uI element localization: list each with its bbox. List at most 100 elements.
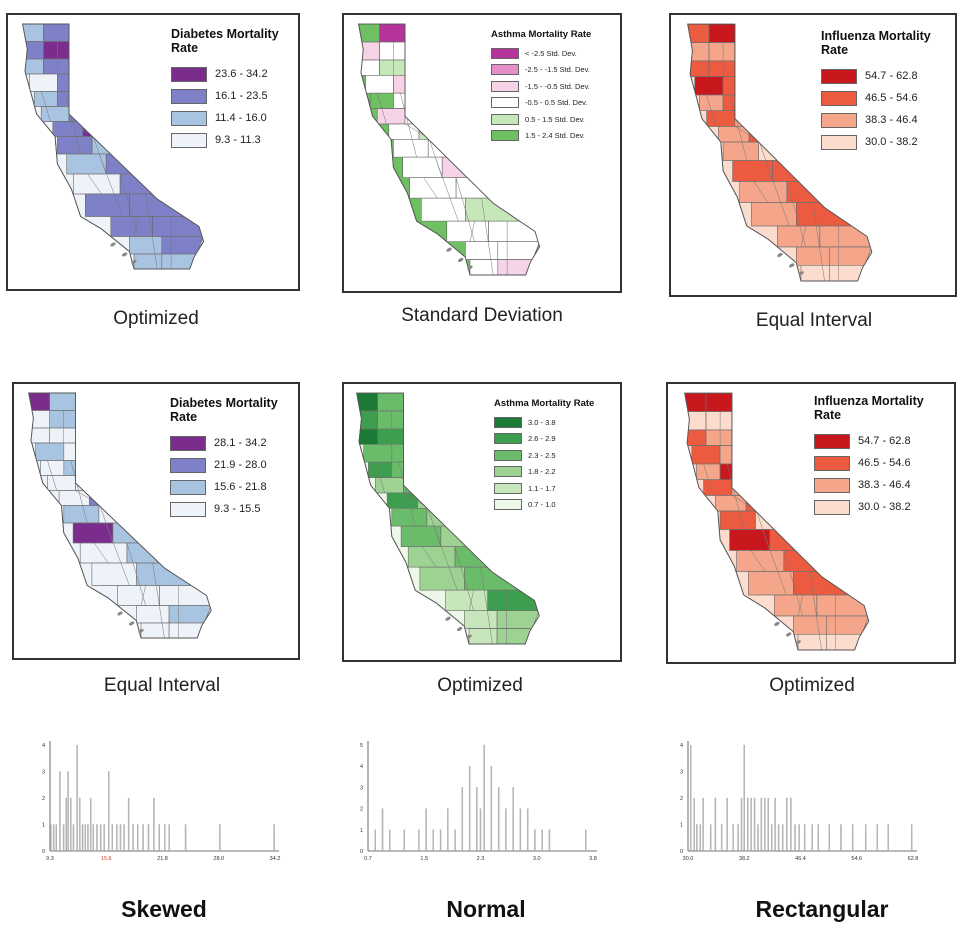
histogram-bar — [374, 829, 376, 852]
legend-item: 1.5 - 2.4 Std. Dev. — [491, 128, 591, 145]
legend-label: -1.5 - -0.5 Std. Dev. — [525, 81, 590, 91]
legend-swatch — [821, 134, 857, 150]
county-region — [29, 73, 58, 92]
legend-swatch — [170, 501, 206, 517]
legend-label: 1.8 - 2.2 — [528, 467, 556, 477]
county-region — [417, 492, 461, 509]
legend-item: 28.1 - 34.2 — [170, 432, 294, 454]
histogram-bar — [714, 797, 717, 852]
california-map — [687, 23, 873, 282]
county-region — [446, 220, 489, 242]
county-region — [783, 550, 834, 572]
y-tick-label: 1 — [360, 828, 363, 834]
legend-swatch — [814, 477, 850, 493]
county-region — [745, 495, 790, 512]
histogram-bar — [534, 829, 536, 852]
histogram-title: Skewed — [121, 896, 207, 922]
x-tick-label: 2.3 — [477, 856, 485, 862]
histogram-bar — [72, 824, 75, 852]
county-region — [487, 589, 540, 611]
county-region — [43, 41, 70, 60]
legend-swatch — [494, 499, 522, 511]
x-tick-label: 28.0 — [213, 856, 224, 862]
county-region — [58, 490, 90, 506]
legend-swatch — [491, 113, 519, 125]
county-region — [57, 136, 93, 155]
county-region — [110, 216, 153, 237]
county-region — [368, 461, 393, 478]
histogram-bar — [184, 824, 187, 852]
county-region — [774, 594, 818, 617]
county-region — [30, 427, 51, 444]
county-region — [816, 594, 869, 617]
legend-label: 9.3 - 15.5 — [214, 503, 261, 515]
legend-swatch — [491, 97, 519, 109]
legend-swatch — [494, 449, 522, 461]
x-tick-label: 9.3 — [46, 856, 54, 862]
county-region — [40, 460, 65, 476]
map-legend: Influenza Mortality Rate 54.7 - 62.8 46.5… — [814, 394, 946, 518]
map-caption: Optimized — [769, 675, 855, 696]
county-region — [365, 74, 394, 94]
legend-swatch — [494, 466, 522, 478]
county-region — [393, 92, 434, 109]
y-tick-label: 4 — [42, 743, 45, 749]
histogram-bar — [103, 824, 105, 852]
histogram-bar — [123, 824, 125, 852]
county-region — [49, 393, 76, 411]
county-region — [793, 571, 865, 596]
legend-title: Influenza Mortality Rate — [821, 29, 931, 57]
histogram-bar — [454, 829, 456, 852]
legend-item: 0.5 - 1.5 Std. Dev. — [491, 111, 591, 128]
legend-label: -0.5 - 0.5 Std. Dev. — [525, 98, 588, 108]
y-tick-label: 4 — [360, 764, 363, 770]
histogram-bar — [461, 787, 464, 852]
histogram-bar — [798, 824, 800, 852]
county-region — [358, 428, 379, 445]
county-region — [369, 92, 394, 109]
x-tick-label: 54.6 — [851, 856, 862, 862]
histogram-bar — [55, 824, 58, 852]
county-region — [152, 216, 204, 237]
histogram-bar — [479, 808, 482, 852]
histogram-bar — [817, 824, 820, 852]
y-tick-label: 5 — [360, 743, 363, 749]
county-region — [377, 428, 414, 445]
county-region — [388, 123, 420, 140]
legend-title: Asthma Mortality Rate — [491, 29, 592, 40]
county-region — [748, 571, 794, 596]
histogram-bar — [439, 829, 442, 852]
histogram-bar — [87, 824, 89, 852]
histogram-bar — [147, 824, 150, 852]
histogram-bar — [771, 824, 773, 852]
legend-title: Diabetes Mortality Rate — [170, 396, 278, 424]
legend-swatch — [494, 416, 522, 428]
county-region — [715, 495, 747, 512]
county-region — [786, 181, 837, 203]
histogram-bar — [519, 808, 522, 852]
legend-swatch — [171, 66, 207, 82]
histogram-bar — [527, 808, 529, 852]
county-region — [427, 139, 478, 158]
histogram-bar — [803, 824, 806, 852]
legend-swatch — [170, 479, 206, 495]
county-region — [722, 94, 764, 111]
county-region — [377, 393, 404, 412]
histogram-bar — [67, 771, 69, 852]
x-tick-label: 34.2 — [270, 856, 281, 862]
county-region — [43, 58, 79, 75]
histogram-bar — [79, 797, 81, 852]
county-region — [404, 108, 448, 125]
county-region — [98, 505, 149, 524]
y-tick-label: 3 — [42, 770, 45, 776]
map-caption: Standard Deviation — [401, 305, 563, 326]
histogram-bar — [153, 797, 155, 852]
california-map — [358, 23, 541, 276]
histogram-bar — [119, 824, 122, 852]
county-region — [748, 126, 793, 143]
county-region — [705, 411, 733, 431]
island-shape — [795, 640, 801, 645]
legend-swatch — [171, 132, 207, 148]
histogram-bar — [70, 797, 72, 852]
county-region — [464, 610, 498, 629]
